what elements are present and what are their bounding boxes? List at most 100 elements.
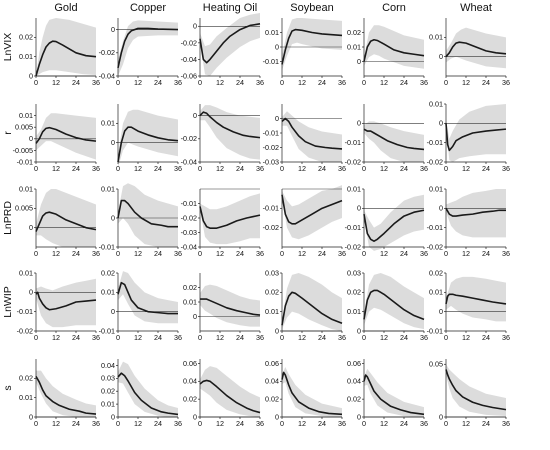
x-tick-label: 36 <box>420 164 428 173</box>
x-tick-label: 12 <box>216 333 224 342</box>
y-tick-label: 0.03 <box>347 268 361 277</box>
confidence-band <box>36 113 96 160</box>
x-tick-label: 0 <box>444 333 448 342</box>
x-tick-label: 12 <box>216 164 224 173</box>
x-tick-label: 0 <box>198 333 202 342</box>
x-tick-label: 36 <box>338 419 346 428</box>
x-tick-label: 24 <box>318 78 326 87</box>
y-tick-label: -0.02 <box>17 326 33 335</box>
y-tick-label: 0 <box>275 326 279 335</box>
y-tick-label: -0.02 <box>181 38 197 47</box>
x-tick-label: 12 <box>380 164 388 173</box>
y-tick-label: 0 <box>193 312 197 321</box>
x-tick-label: 12 <box>52 78 60 87</box>
x-tick-label: 0 <box>198 249 202 258</box>
y-tick-label: 0.01 <box>347 307 361 316</box>
confidence-band <box>118 20 178 76</box>
x-tick-label: 36 <box>174 78 182 87</box>
y-tick-label: 0 <box>193 412 197 421</box>
y-tick-label: 0.01 <box>429 99 443 108</box>
x-tick-label: 24 <box>236 333 244 342</box>
y-tick-label: 0.02 <box>265 395 279 404</box>
x-tick-label: 12 <box>216 78 224 87</box>
panel-lnprd-wheat: -0.02 -0.01 0 0.01 0 12 24 36 <box>427 184 510 258</box>
x-tick-label: 24 <box>154 164 162 173</box>
y-tick-label: 0.02 <box>347 288 361 297</box>
y-tick-label: 0 <box>439 52 443 61</box>
x-tick-label: 36 <box>420 78 428 87</box>
x-tick-label: 36 <box>174 249 182 258</box>
x-tick-label: 12 <box>134 78 142 87</box>
x-tick-label: 12 <box>134 164 142 173</box>
impulse-response-line <box>445 123 507 152</box>
x-tick-label: 36 <box>256 249 264 258</box>
y-tick-label: 0.01 <box>19 52 33 61</box>
y-tick-label: 0.02 <box>265 288 279 297</box>
impulse-response-line <box>35 40 97 77</box>
x-tick-label: 12 <box>52 333 60 342</box>
confidence-band <box>200 284 260 327</box>
y-tick-label: 0.01 <box>429 33 443 42</box>
x-tick-label: 0 <box>34 249 38 258</box>
y-tick-label: 0.01 <box>265 28 279 37</box>
y-tick-label: 0.005 <box>15 204 33 213</box>
y-tick-label: 0 <box>357 119 361 128</box>
x-tick-label: 0 <box>444 164 448 173</box>
x-tick-label: 0 <box>116 78 120 87</box>
y-tick-label: 0.03 <box>265 268 279 277</box>
y-tick-label: 0 <box>29 288 33 297</box>
x-tick-label: 0 <box>280 419 284 428</box>
x-tick-label: 12 <box>298 78 306 87</box>
panel-lnvix-soybean: -0.01 0 0.01 0 12 24 36 <box>263 18 346 87</box>
y-tick-label: 0 <box>111 412 115 421</box>
column-title-copper: Copper <box>130 2 166 14</box>
row-label-r: r <box>2 131 14 135</box>
confidence-band <box>446 364 506 416</box>
x-tick-label: 0 <box>116 249 120 258</box>
y-tick-label: -0.01 <box>17 307 33 316</box>
column-title-wheat: Wheat <box>460 2 492 14</box>
confidence-band <box>200 193 260 245</box>
x-tick-label: 24 <box>318 249 326 258</box>
x-tick-label: 12 <box>298 164 306 173</box>
confidence-band <box>364 25 424 69</box>
y-tick-label: 0.01 <box>429 184 443 193</box>
impulse-response-line <box>35 126 97 144</box>
x-tick-label: 36 <box>256 164 264 173</box>
x-tick-label: 12 <box>134 249 142 258</box>
y-tick-label: -0.02 <box>345 242 361 251</box>
confidence-band <box>364 368 424 417</box>
y-tick-label: 0.02 <box>429 268 443 277</box>
x-tick-label: 24 <box>400 164 408 173</box>
panel-r-corn: -0.02 -0.01 0 0 12 24 36 <box>345 104 428 173</box>
x-tick-label: 12 <box>134 333 142 342</box>
y-tick-label: 0.06 <box>347 359 361 368</box>
impulse-response-line <box>117 27 179 69</box>
y-tick-label: -0.06 <box>181 71 197 80</box>
y-tick-label: 0.02 <box>347 28 361 37</box>
x-tick-label: 0 <box>34 419 38 428</box>
x-tick-label: 12 <box>380 419 388 428</box>
impulse-response-line <box>281 371 343 416</box>
x-tick-label: 24 <box>482 249 490 258</box>
x-tick-label: 36 <box>174 333 182 342</box>
x-tick-label: 12 <box>380 78 388 87</box>
row-label-lnwip: LnWIP <box>2 286 14 318</box>
impulse-response-line <box>199 206 261 229</box>
impulse-response-line <box>35 211 97 232</box>
impulse-response-line <box>445 293 507 305</box>
x-tick-label: 36 <box>502 419 510 428</box>
x-tick-label: 12 <box>52 419 60 428</box>
y-tick-label: 0 <box>357 412 361 421</box>
x-tick-label: 0 <box>198 78 202 87</box>
confidence-band <box>282 18 342 71</box>
y-tick-label: 0.02 <box>183 395 197 404</box>
panel-lnprd-gold: 0 0.005 0.01 0 12 24 36 <box>15 184 100 258</box>
x-tick-label: 36 <box>420 419 428 428</box>
x-tick-label: 24 <box>482 164 490 173</box>
x-tick-label: 12 <box>52 249 60 258</box>
impulse-response-line <box>117 281 178 315</box>
x-tick-label: 36 <box>92 164 100 173</box>
